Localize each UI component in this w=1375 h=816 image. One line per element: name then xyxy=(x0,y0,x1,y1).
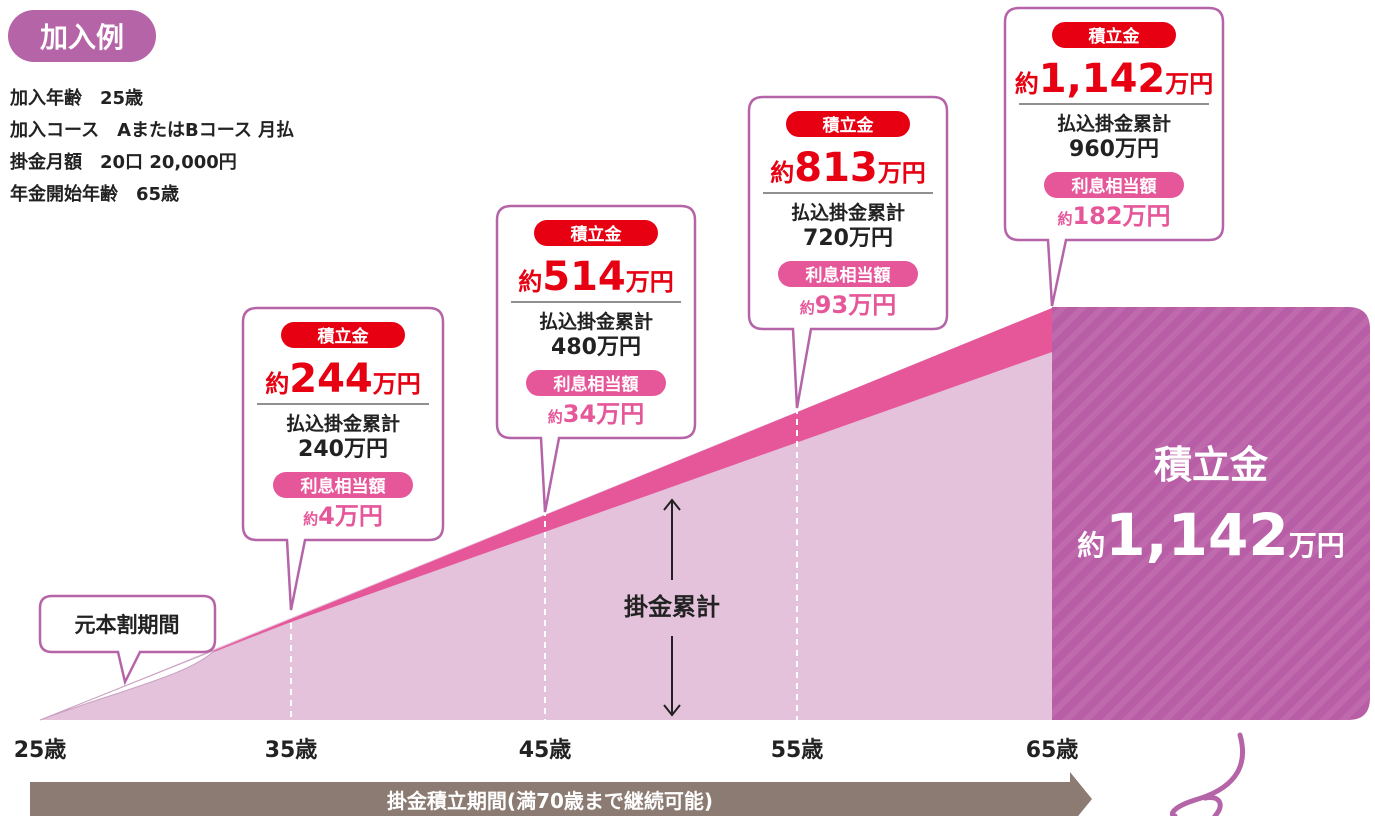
age-label: 25歳 xyxy=(14,738,67,763)
age-label: 65歳 xyxy=(1026,738,1079,763)
paid-label: 払込掛金累計 xyxy=(1057,112,1171,135)
interest: 約34万円 xyxy=(548,400,644,428)
interest-tag: 利息相当額 xyxy=(1072,176,1157,197)
paid: 720万円 xyxy=(803,226,893,251)
amount-unit: 万円 xyxy=(626,268,674,296)
age-label: 55歳 xyxy=(771,738,824,763)
interest-value: 93万円 xyxy=(815,291,896,319)
paid-label: 払込掛金累計 xyxy=(791,201,905,224)
interest-tag: 利息相当額 xyxy=(301,476,386,497)
paid-label: 払込掛金累計 xyxy=(286,412,400,435)
interest-tag: 利息相当額 xyxy=(806,265,891,286)
interest: 約93万円 xyxy=(800,291,896,319)
paid: 480万円 xyxy=(551,335,641,360)
loss-label: 元本割期間 xyxy=(75,613,180,637)
badge: 加入例 xyxy=(40,21,124,54)
callout-box xyxy=(749,97,947,408)
amount-unit: 万円 xyxy=(1165,70,1213,98)
amount-value: 514 xyxy=(542,254,626,300)
age-label: 35歳 xyxy=(265,738,318,763)
ages: 25歳 35歳 45歳 55歳 65歳 xyxy=(14,738,1079,763)
interest-prefix: 約 xyxy=(548,408,563,426)
interest-value: 4万円 xyxy=(318,502,383,530)
info-line: 加入コース AまたはBコース 月払 xyxy=(9,119,294,141)
amount-unit: 万円 xyxy=(373,370,421,398)
tag: 積立金 xyxy=(823,115,875,136)
info-line: 加入年齢 25歳 xyxy=(9,87,143,109)
paid: 960万円 xyxy=(1069,137,1159,162)
interest: 約182万円 xyxy=(1057,202,1170,230)
cumulative-label: 掛金累計 xyxy=(624,593,720,621)
paid-label: 払込掛金累計 xyxy=(539,310,653,333)
tag: 積立金 xyxy=(571,224,623,245)
amount-prefix: 約 xyxy=(518,268,542,296)
amount-value: 1,142 xyxy=(1039,56,1166,102)
period-label: 掛金積立期間(満70歳まで継続可能) xyxy=(387,789,713,813)
amount-value: 244 xyxy=(289,356,373,402)
amount-prefix: 約 xyxy=(265,370,289,398)
info-line: 掛金月額 20口 20,000円 xyxy=(10,151,237,173)
amount-unit: 万円 xyxy=(878,159,926,187)
amount-prefix: 約 xyxy=(770,159,794,187)
interest-prefix: 約 xyxy=(303,510,318,528)
interest-value: 34万円 xyxy=(563,400,644,428)
tag: 積立金 xyxy=(1089,26,1141,47)
amount-prefix: 約 xyxy=(1015,70,1039,98)
amount-value: 813 xyxy=(794,145,878,191)
squiggle xyxy=(1172,735,1242,816)
interest-prefix: 約 xyxy=(800,299,815,317)
pension-diagram: 加入例 加入年齢 25歳加入コース AまたはBコース 月払掛金月額 20口 20… xyxy=(0,0,1375,816)
interest-value: 182万円 xyxy=(1072,202,1170,230)
info-line: 年金開始年齢 65歳 xyxy=(10,183,179,205)
total-title: 積立金 xyxy=(1154,443,1269,487)
interest-tag: 利息相当額 xyxy=(554,374,639,395)
paid: 240万円 xyxy=(298,437,388,462)
interest-prefix: 約 xyxy=(1057,210,1072,228)
age-label: 45歳 xyxy=(519,738,572,763)
tag: 積立金 xyxy=(318,326,370,347)
